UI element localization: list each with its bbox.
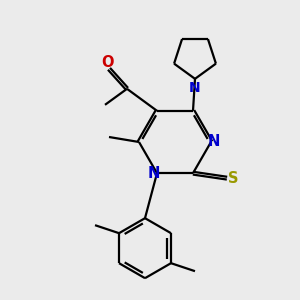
Text: S: S [228, 171, 238, 186]
Text: O: O [101, 55, 113, 70]
Text: N: N [189, 81, 201, 95]
Text: N: N [148, 166, 160, 181]
Text: N: N [208, 134, 220, 149]
